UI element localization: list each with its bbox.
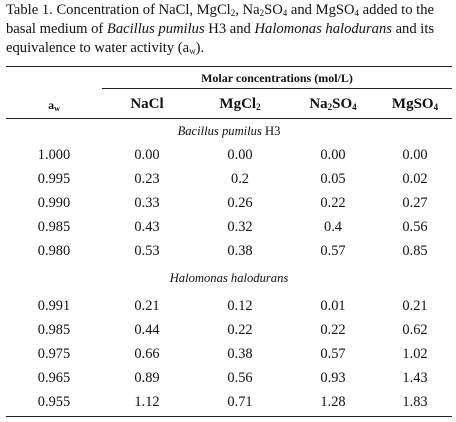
table-cell: 0.22 (227, 322, 253, 338)
table-cell: 0.995 (37, 171, 71, 187)
table-cell: 0.02 (402, 171, 428, 187)
table-cell: 0.38 (227, 346, 253, 362)
table-cell: 0.53 (134, 243, 160, 259)
column-header-aw: aw (48, 98, 60, 113)
table-cell: 0.89 (134, 370, 160, 386)
table-cell: 0.85 (402, 243, 428, 259)
table-cell: 0.22 (320, 322, 346, 338)
table-cell: 0.01 (320, 298, 346, 314)
table-cell: 0.4 (324, 219, 342, 235)
section-title-bacillus: Bacillus pumilus H3 (177, 124, 281, 138)
table-cell: 0.955 (37, 394, 71, 410)
table-cell: 0.44 (134, 322, 160, 338)
table-cell: 0.57 (320, 243, 346, 259)
table-row: 0.985 0.43 0.32 0.4 0.56 (6, 217, 452, 237)
table-cell: 0.26 (227, 195, 253, 211)
header-rule (6, 118, 452, 119)
table-row: 0.955 1.12 0.71 1.28 1.83 (6, 392, 452, 412)
table-cell: 0.991 (37, 298, 71, 314)
table-cell: 0.32 (227, 219, 253, 235)
table-cell: 0.23 (134, 171, 160, 187)
spanner-rule (102, 88, 452, 89)
column-header-nacl: NaCl (130, 96, 164, 112)
table-cell: 0.985 (37, 219, 71, 235)
table-cell: 1.83 (402, 394, 428, 410)
table-cell: 1.43 (402, 370, 428, 386)
caption-text: ). (195, 40, 205, 56)
table-cell: 0.00 (320, 147, 346, 163)
caption-text: Table 1. Concentration of NaCl, MgCl (6, 2, 231, 18)
table-row: 0.965 0.89 0.56 0.93 1.43 (6, 368, 452, 388)
table-cell: 1.000 (37, 147, 71, 163)
column-header-mgso4: MgSO4 (391, 96, 439, 112)
table-row: 0.995 0.23 0.2 0.05 0.02 (6, 169, 452, 189)
section-title-halomonas: Halomonas halodurans (169, 271, 289, 285)
caption-subscript: 2 (230, 8, 236, 18)
caption-subscript: 4 (282, 8, 288, 18)
table-cell: 1.28 (320, 394, 346, 410)
caption-text: added to the basal medium of (6, 2, 435, 37)
table-row: 0.991 0.21 0.12 0.01 0.21 (6, 296, 452, 316)
table-cell: 0.56 (402, 219, 428, 235)
column-header-na2so4: Na2SO4 (309, 96, 357, 112)
table-cell: 0.33 (134, 195, 160, 211)
table-row: 0.990 0.33 0.26 0.22 0.27 (6, 193, 452, 213)
table-cell: 0.66 (134, 346, 160, 362)
table-cell: 0.27 (402, 195, 428, 211)
table-row: 0.975 0.66 0.38 0.57 1.02 (6, 344, 452, 364)
caption-text: SO (264, 2, 283, 18)
caption-text: H3 and (204, 21, 255, 37)
caption-organism: Halomonas halodurans (254, 21, 392, 37)
table-cell: 0.00 (227, 147, 253, 163)
column-header-mgcl2: MgCl2 (219, 96, 261, 112)
column-header-row: aw NaCl MgCl2 Na2SO4 MgSO4 (6, 94, 452, 114)
caption-text: and MgSO (287, 2, 355, 18)
table-cell: 0.00 (402, 147, 428, 163)
table-cell: 0.05 (320, 171, 346, 187)
bottom-rule (6, 416, 452, 418)
table-cell: 0.980 (37, 243, 71, 259)
table-cell: 0.93 (320, 370, 346, 386)
table-cell: 0.2 (231, 171, 249, 187)
table-row: 0.980 0.53 0.38 0.57 0.85 (6, 241, 452, 261)
table-cell: 0.965 (37, 370, 71, 386)
table-cell: 0.71 (227, 394, 253, 410)
table-cell: 0.21 (134, 298, 160, 314)
top-rule (6, 66, 452, 68)
spanning-header: Molar concentrations (mol/L) (201, 71, 353, 85)
table-cell: 0.57 (320, 346, 346, 362)
table-cell: 0.975 (37, 346, 71, 362)
table-cell: 0.56 (227, 370, 253, 386)
table-cell: 0.00 (134, 147, 160, 163)
table-cell: 1.12 (134, 394, 160, 410)
table-cell: 0.38 (227, 243, 253, 259)
table-cell: 0.21 (402, 298, 428, 314)
caption-organism: Bacillus pumilus (106, 21, 205, 37)
table-cell: 0.985 (37, 322, 71, 338)
table-cell: 1.02 (402, 346, 428, 362)
table-cell: 0.12 (227, 298, 253, 314)
caption-subscript: 4 (354, 8, 360, 18)
caption-text: , Na (235, 2, 260, 18)
table-row: 1.000 0.00 0.00 0.00 0.00 (6, 145, 452, 165)
table-cell: 0.22 (320, 195, 346, 211)
caption-text: and its equivalence to water activity (a (6, 21, 435, 56)
table-caption: Table 1. Concentration of NaCl, MgCl2, N… (6, 1, 454, 58)
table-cell: 0.43 (134, 219, 160, 235)
caption-subscript: w (189, 46, 196, 56)
caption-subscript: 2 (259, 8, 265, 18)
table-cell: 0.62 (402, 322, 428, 338)
table-cell: 0.990 (37, 195, 71, 211)
table-row: 0.985 0.44 0.22 0.22 0.62 (6, 320, 452, 340)
